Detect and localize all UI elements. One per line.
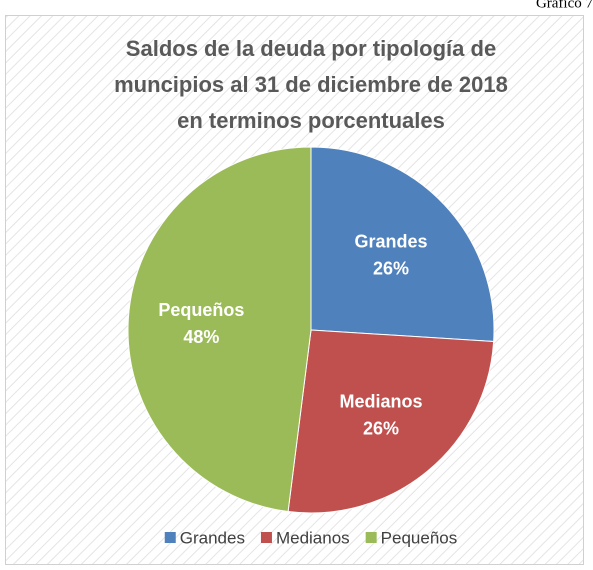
chart-title: Saldos de la deuda por tipología de	[126, 36, 496, 61]
slice-value: 48%	[183, 327, 219, 347]
pie-slice	[287, 329, 495, 514]
chart-title: en terminos porcentuales	[177, 108, 445, 133]
legend-label: Pequeños	[381, 528, 458, 547]
slice-value: 26%	[373, 259, 409, 279]
slice-label: Grandes	[355, 232, 428, 252]
legend-swatch	[164, 532, 176, 543]
slice-value: 26%	[363, 418, 399, 438]
pie-slice	[310, 146, 495, 343]
legend-label: Grandes	[180, 528, 245, 547]
slice-label: Medianos	[339, 391, 422, 411]
chart-title: muncipios al 31 de diciembre de 2018	[114, 72, 508, 97]
legend-label: Medianos	[276, 528, 350, 547]
legend-swatch	[260, 532, 272, 543]
pie-slice	[127, 146, 312, 513]
legend-swatch	[365, 532, 377, 543]
page-label: Gráfico 7	[536, 0, 593, 11]
slice-label: Pequeños	[158, 300, 244, 320]
